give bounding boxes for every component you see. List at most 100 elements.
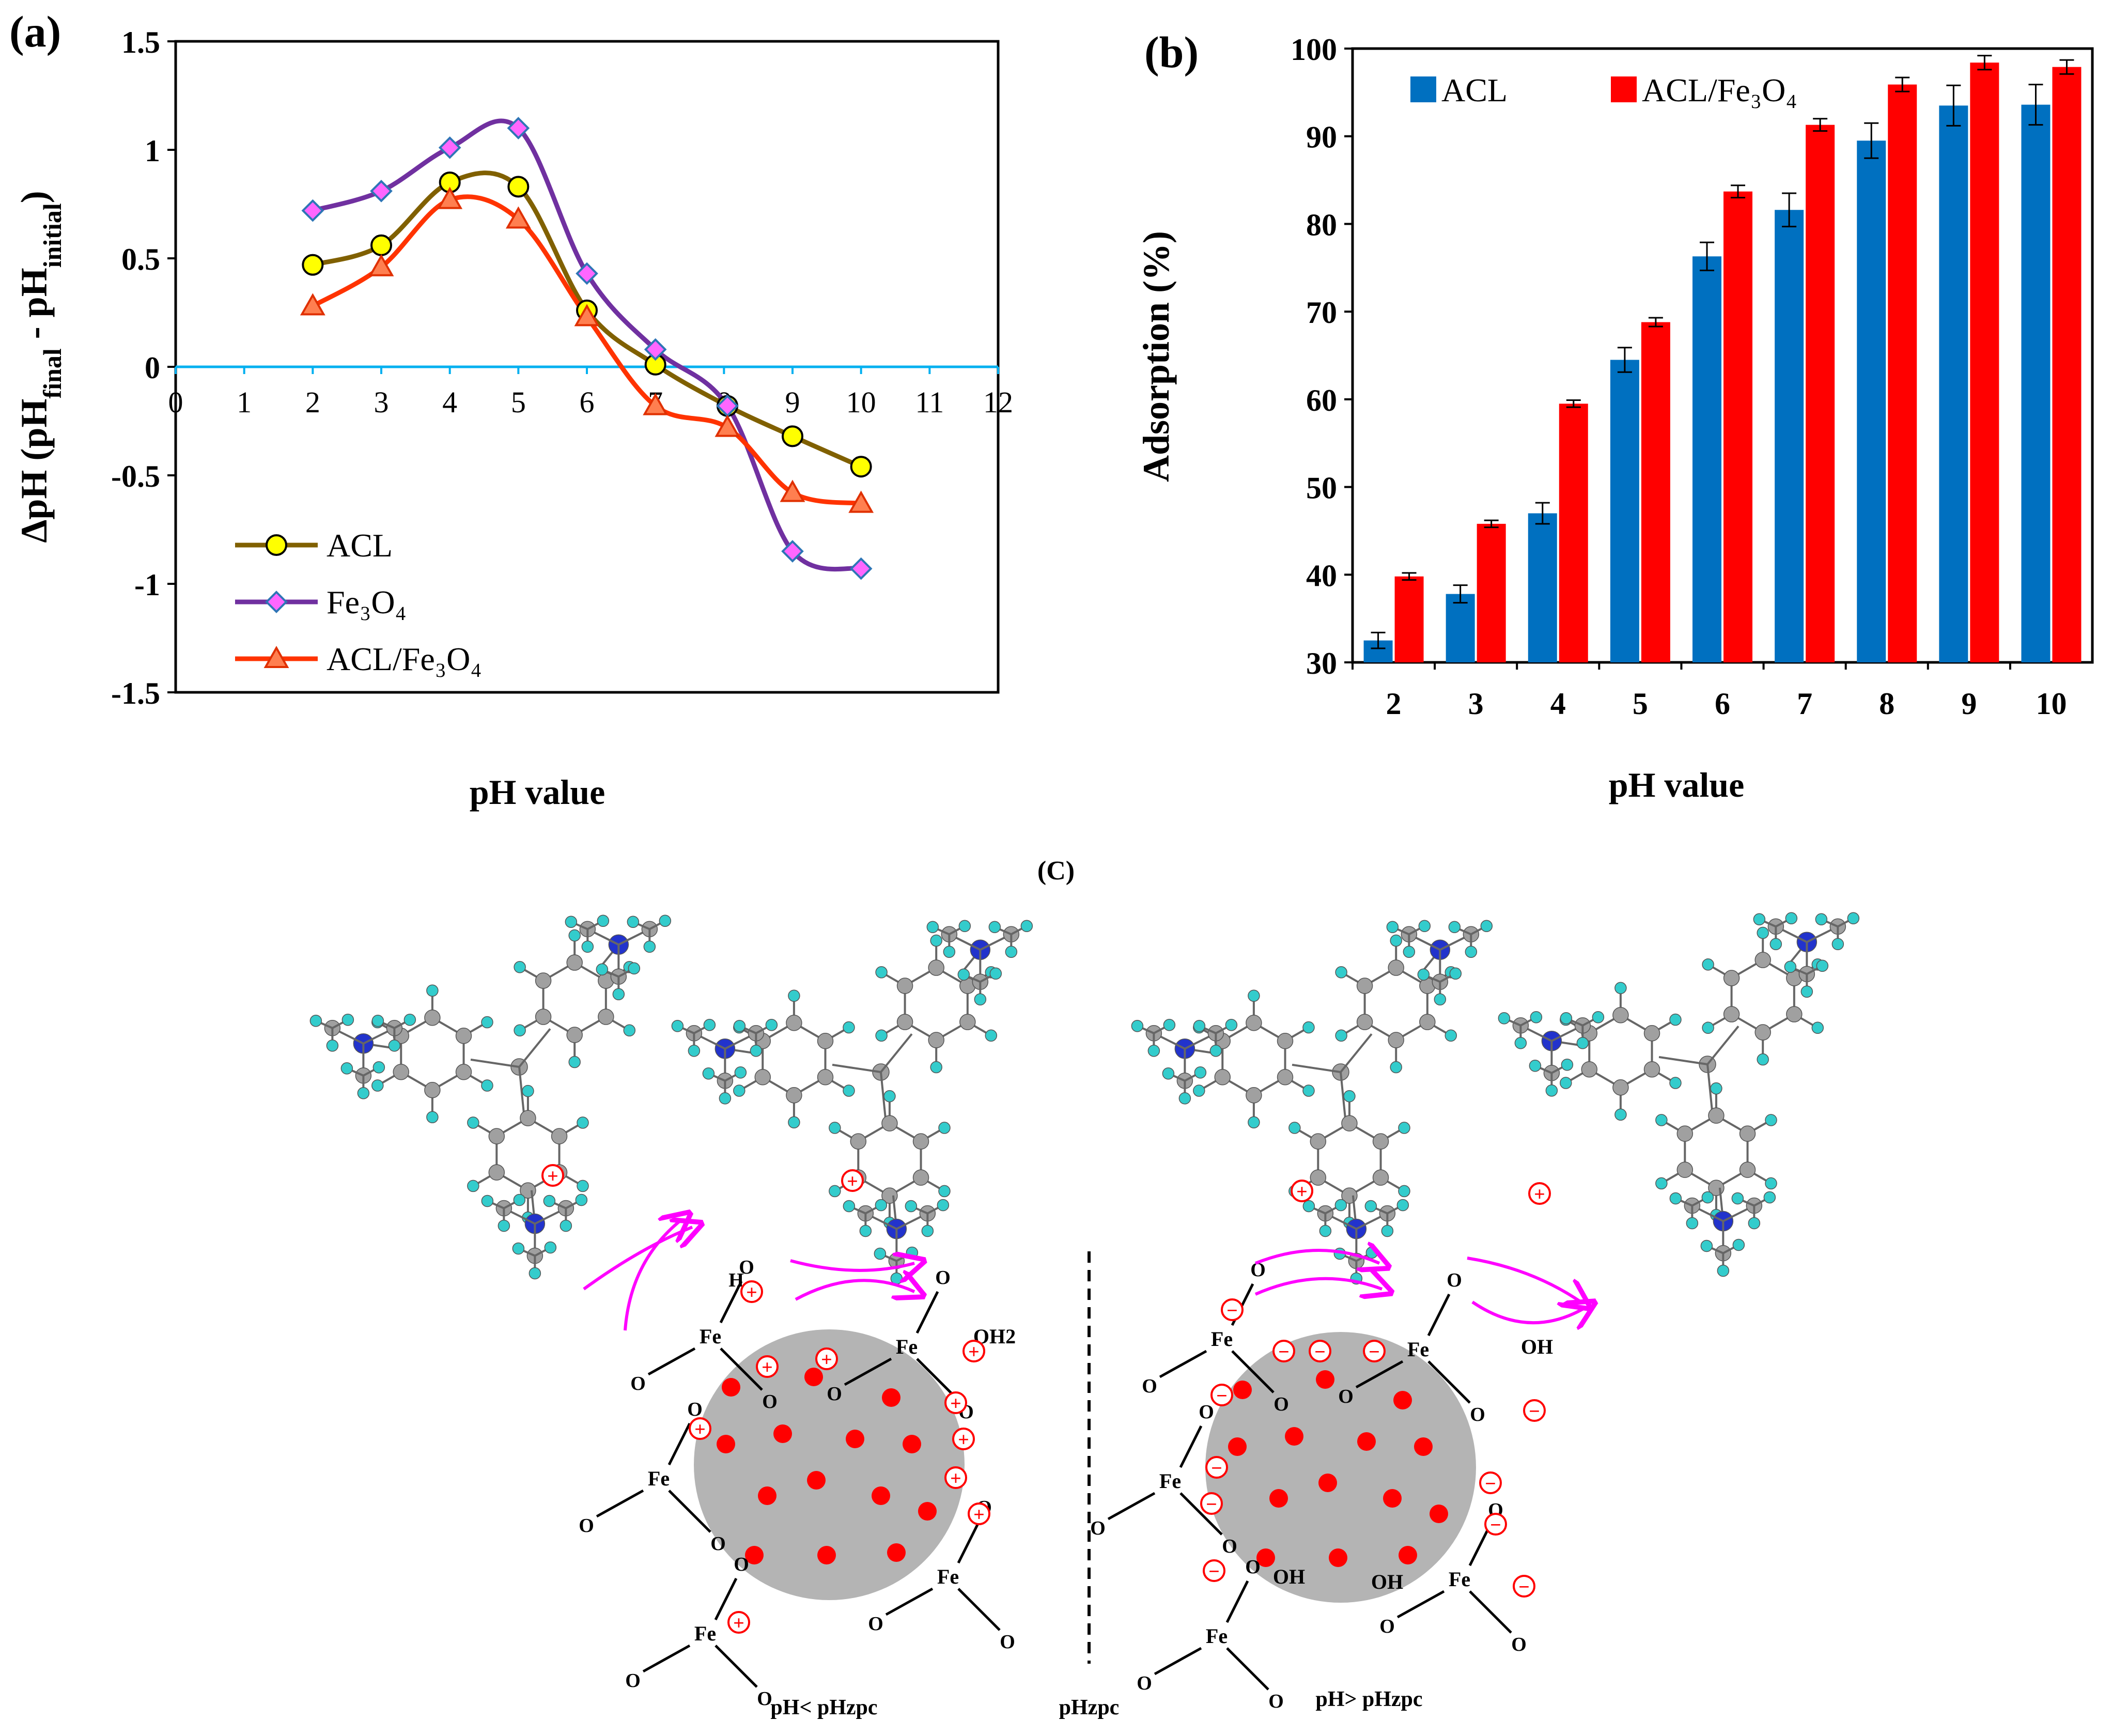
oxygen-label: O [1000, 1631, 1015, 1653]
surface-bond [1225, 1580, 1249, 1623]
molecule-bond [1706, 1064, 1714, 1113]
hydrogen-atom [529, 1267, 541, 1280]
bar-b [1775, 210, 1804, 662]
data-point-a [849, 557, 873, 580]
iron-atom-label: Fe [937, 1565, 959, 1588]
magnetite-dot [872, 1486, 890, 1505]
positive-charge [952, 1428, 975, 1450]
carbon-atom [1372, 1133, 1389, 1150]
y-tick-label-b: 40 [1306, 559, 1337, 593]
hydrogen-atom [1335, 966, 1347, 979]
carbon-atom [1708, 1107, 1725, 1124]
hydrogen-atom [612, 988, 625, 1001]
surface-bond [1427, 1293, 1451, 1337]
oxygen-label: O [762, 1391, 778, 1413]
negative-charge [1210, 1384, 1233, 1406]
fe3o4-particles: FeOOOFeOOOFeOOOFeOOOFeOOOHOH2++++++++++F… [579, 1257, 1553, 1712]
legend-swatch-b [1611, 76, 1637, 102]
oxygen-label: O [734, 1554, 749, 1575]
carbon-atom [896, 1014, 913, 1030]
iron-atom-label: Fe [648, 1467, 670, 1490]
hydrogen-atom [514, 961, 526, 973]
positive-charge [1528, 1182, 1551, 1205]
y-tick-label-b: 100 [1291, 33, 1337, 67]
x-tick-label-b: 9 [1961, 687, 1977, 721]
hydrogen-atom [1417, 968, 1430, 981]
magnetite-dot [1393, 1391, 1412, 1409]
hydrogen-atom [1700, 1239, 1713, 1252]
positive-charge-sign: + [733, 1613, 744, 1634]
x-tick-label-a: 4 [442, 385, 457, 419]
x-tick-label-a: 11 [915, 385, 944, 419]
carbon-atom [1246, 1015, 1262, 1031]
oxygen-label: O [1268, 1691, 1284, 1712]
positive-charge [944, 1391, 967, 1414]
oxygen-label: O [1137, 1672, 1152, 1694]
hydrogen-atom [1765, 1114, 1777, 1126]
surface-bond [1469, 1590, 1512, 1634]
hydrogen-atom [426, 984, 439, 997]
oxygen-label: O [757, 1688, 772, 1710]
legend-marker-a [266, 534, 287, 556]
oxygen-label: O [1338, 1386, 1354, 1407]
hydrogen-atom [1769, 938, 1782, 951]
positive-charge [968, 1502, 990, 1525]
x-axis-label-a: pH value [470, 772, 605, 812]
data-point-a [302, 254, 324, 276]
surface-bond [1355, 1360, 1404, 1389]
magnetite-dot [1228, 1437, 1247, 1456]
hydrogen-atom [1811, 1021, 1824, 1034]
hydrogen-atom [1561, 1059, 1574, 1071]
y-tick-label-b: 80 [1306, 208, 1337, 242]
hydrogen-atom [1178, 1092, 1191, 1105]
carbon-atom [817, 1069, 834, 1086]
hydrogen-atom [575, 1194, 588, 1206]
hydrogen-atom [1717, 1264, 1730, 1277]
hydrogen-atom [1545, 1084, 1558, 1097]
hydrogen-atom [702, 1067, 715, 1080]
carbon-atom [912, 1169, 929, 1186]
hydrogen-atom [1710, 1082, 1722, 1095]
y-label-a-sub-final: final [38, 348, 67, 398]
approach-arrow [624, 1219, 682, 1331]
negative-charge-sign: − [1529, 1401, 1540, 1422]
hydrogen-atom [1669, 1077, 1682, 1089]
hydrogen-atom [1655, 1114, 1668, 1126]
iron-atom-label: Fe [700, 1325, 721, 1348]
hydrogen-atom [1163, 1019, 1176, 1031]
carbon-atom [1723, 1006, 1740, 1022]
hydrogen-atom [1147, 1045, 1160, 1057]
positive-charge-sign: + [950, 1468, 961, 1490]
hydrogen-atom [1193, 1084, 1205, 1097]
hydroxyl-label: OH [1371, 1570, 1403, 1593]
bar-b [1641, 322, 1670, 662]
hydrogen-atom [974, 993, 987, 1006]
carbon-atom [551, 1128, 568, 1144]
x-tick-label-a: 3 [374, 385, 389, 419]
magnetite-dot [807, 1471, 826, 1490]
legend-label-b: ACL [1441, 72, 1508, 109]
x-tick-label-b: 4 [1550, 687, 1566, 721]
legend-swatch-b [1410, 76, 1436, 102]
negative-charge-sign: − [1518, 1576, 1530, 1598]
hydrogen-atom [1390, 934, 1402, 947]
hydrogen-atom [906, 1246, 919, 1259]
hydrogen-atom [481, 1195, 494, 1207]
carbon-atom [1754, 1024, 1771, 1041]
negative-charge [1205, 1456, 1228, 1479]
magnetite-dot [804, 1368, 823, 1386]
oxygen-label: O [1447, 1269, 1462, 1291]
hydrogen-atom [829, 1185, 841, 1198]
positive-charge [689, 1417, 711, 1440]
hydrogen-atom [1800, 985, 1813, 998]
hydrogen-atom [1364, 1200, 1377, 1213]
y-tick-label-a: 1.5 [121, 25, 160, 59]
carbon-atom [928, 1032, 944, 1048]
hydrogen-atom [1669, 1013, 1682, 1026]
molecule-bond [832, 1063, 881, 1073]
negative-charge-sign: − [1485, 1473, 1496, 1495]
oxygen-label: O [625, 1670, 641, 1692]
data-point-a [505, 206, 531, 229]
magnetite-dot [1430, 1505, 1448, 1523]
surface-bond [1154, 1647, 1202, 1676]
